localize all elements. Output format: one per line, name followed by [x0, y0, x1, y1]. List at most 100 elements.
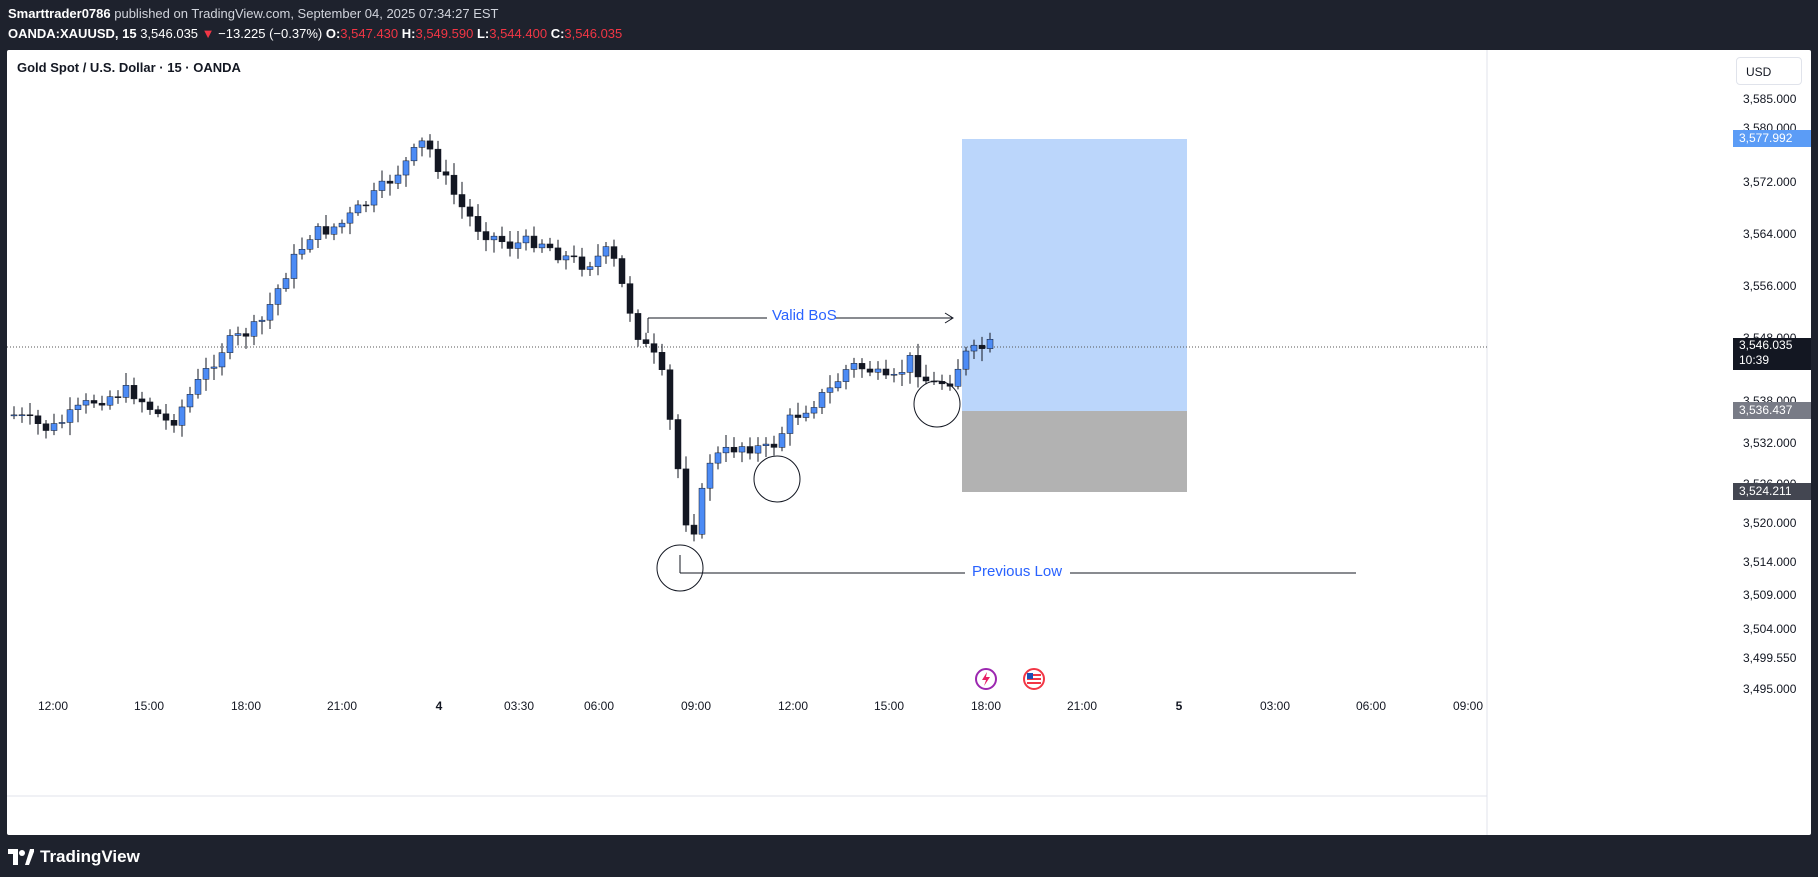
candle-body[interactable] [266, 304, 274, 321]
candle-body[interactable] [570, 255, 578, 258]
candle-body[interactable] [330, 226, 338, 235]
candle-body[interactable] [698, 487, 706, 535]
candle-body[interactable] [610, 246, 618, 259]
candle-body[interactable] [498, 235, 506, 243]
candle-body[interactable] [834, 381, 842, 389]
candle-body[interactable] [490, 235, 498, 241]
candle-body[interactable] [178, 406, 186, 426]
candle-body[interactable] [450, 174, 458, 195]
candle-body[interactable] [322, 226, 330, 235]
candle-body[interactable] [122, 385, 130, 398]
candle-body[interactable] [138, 398, 146, 403]
candle-body[interactable] [442, 171, 450, 176]
candle-body[interactable] [682, 468, 690, 526]
candle-body[interactable] [986, 339, 994, 349]
candle-body[interactable] [378, 180, 386, 191]
target-zone[interactable] [962, 139, 1187, 411]
candle-body[interactable] [10, 414, 18, 417]
tradingview-logo[interactable]: TradingView [8, 847, 140, 867]
candle-body[interactable] [714, 452, 722, 464]
previous-low-circle[interactable] [656, 544, 704, 592]
us-flag-icon[interactable] [1023, 668, 1045, 690]
candle-body[interactable] [410, 147, 418, 162]
candle-body[interactable] [978, 344, 986, 349]
candle-body[interactable] [90, 400, 98, 404]
candle-body[interactable] [186, 394, 194, 408]
candle-body[interactable] [802, 412, 810, 418]
candle-body[interactable] [258, 319, 266, 322]
candle-body[interactable] [298, 248, 306, 255]
candle-body[interactable] [962, 350, 970, 370]
candle-body[interactable] [306, 239, 314, 250]
candle-body[interactable] [514, 242, 522, 249]
candle-body[interactable] [650, 343, 658, 353]
candle-body[interactable] [82, 400, 90, 406]
higher-low-circle-1[interactable] [753, 455, 801, 503]
candle-body[interactable] [346, 212, 354, 224]
candle-body[interactable] [506, 241, 514, 249]
candle-body[interactable] [434, 148, 442, 172]
candle-body[interactable] [426, 140, 434, 150]
candle-body[interactable] [482, 231, 490, 241]
candle-body[interactable] [538, 243, 546, 249]
candle-body[interactable] [530, 235, 538, 249]
candle-body[interactable] [674, 419, 682, 470]
candle-body[interactable] [394, 174, 402, 184]
candle-body[interactable] [634, 313, 642, 340]
candle-body[interactable] [770, 443, 778, 448]
candle-body[interactable] [754, 445, 762, 454]
candle-body[interactable] [722, 446, 730, 454]
candle-body[interactable] [74, 404, 82, 410]
candle-body[interactable] [842, 369, 850, 382]
candle-body[interactable] [562, 255, 570, 261]
candle-body[interactable] [922, 376, 930, 382]
candle-body[interactable] [898, 372, 906, 375]
candle-body[interactable] [738, 446, 746, 453]
candle-body[interactable] [26, 414, 34, 417]
candle-body[interactable] [858, 363, 866, 370]
candle-body[interactable] [18, 414, 26, 416]
candle-body[interactable] [626, 283, 634, 314]
candle-body[interactable] [42, 423, 50, 431]
candle-body[interactable] [690, 524, 698, 535]
candle-body[interactable] [234, 333, 242, 336]
candle-body[interactable] [418, 140, 426, 148]
candle-body[interactable] [170, 420, 178, 426]
candle-body[interactable] [34, 415, 42, 425]
stop-zone[interactable] [962, 411, 1187, 492]
candle-body[interactable] [850, 363, 858, 370]
candle-body[interactable] [402, 160, 410, 176]
candle-body[interactable] [66, 409, 74, 423]
candle-body[interactable] [458, 194, 466, 208]
candle-body[interactable] [954, 368, 962, 387]
candle-body[interactable] [594, 255, 602, 267]
candle-body[interactable] [282, 278, 290, 289]
candle-body[interactable] [130, 385, 138, 400]
candle-body[interactable] [106, 396, 114, 406]
candle-body[interactable] [826, 387, 834, 393]
candle-body[interactable] [154, 409, 162, 415]
candle-body[interactable] [226, 335, 234, 353]
candle-body[interactable] [210, 366, 218, 369]
candle-body[interactable] [242, 333, 250, 337]
candle-body[interactable] [810, 407, 818, 414]
candle-body[interactable] [906, 355, 914, 373]
candle-body[interactable] [274, 288, 282, 305]
candle-body[interactable] [546, 243, 554, 249]
candle-body[interactable] [874, 368, 882, 373]
candle-body[interactable] [466, 206, 474, 217]
candle-body[interactable] [314, 226, 322, 240]
candle-body[interactable] [354, 204, 362, 214]
candle-body[interactable] [618, 258, 626, 284]
candle-body[interactable] [602, 246, 610, 257]
candle-body[interactable] [658, 352, 666, 370]
higher-low-circle-2[interactable] [913, 380, 961, 428]
candle-body[interactable] [474, 216, 482, 232]
candle-body[interactable] [554, 247, 562, 261]
candle-body[interactable] [146, 401, 154, 410]
candle-body[interactable] [794, 414, 802, 418]
currency-button[interactable]: USD [1736, 57, 1802, 85]
candle-body[interactable] [338, 222, 346, 228]
candle-body[interactable] [50, 423, 58, 431]
candle-body[interactable] [866, 368, 874, 373]
